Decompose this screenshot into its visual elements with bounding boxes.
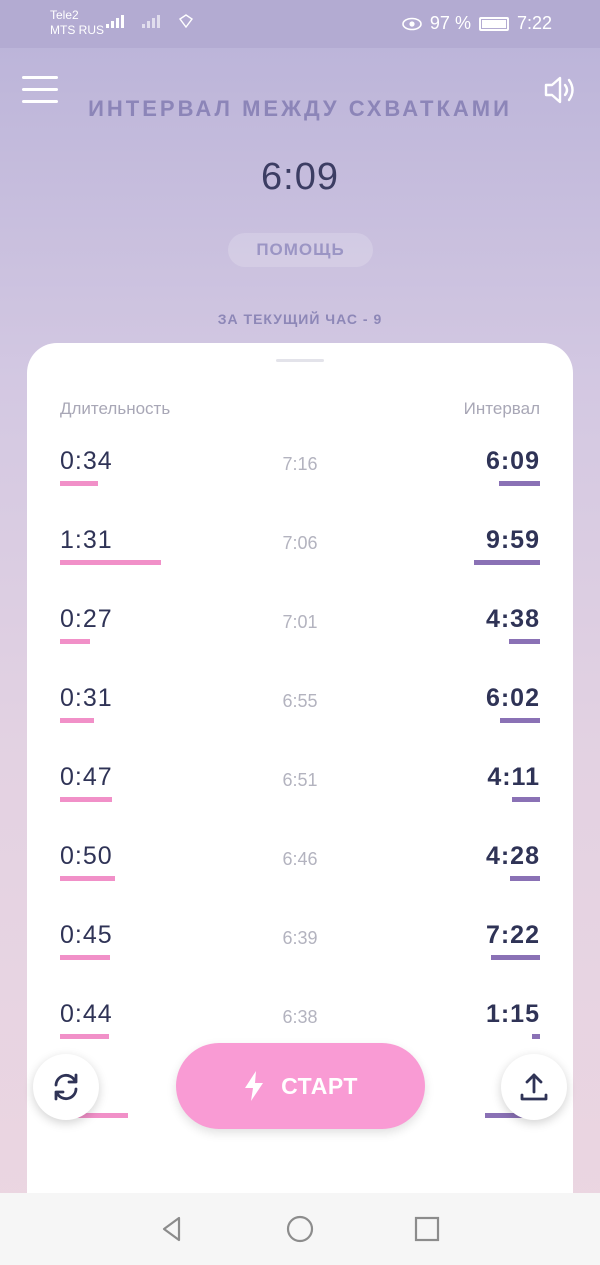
system-nav-bar [0,1193,600,1265]
interval-value: 6:09 [485,447,540,475]
duration-bar [60,560,161,565]
duration-bar [60,1034,109,1039]
interval-value: 9:59 [485,526,540,554]
interval-value: 4:38 [485,605,540,633]
signal-1-icon [106,15,124,28]
contraction-row[interactable]: 0:31 6:55 6:02 [27,684,573,744]
duration-value: 1:31 [60,526,113,554]
column-header-duration: Длительность [60,399,171,418]
interval-value: 6:02 [485,684,540,712]
start-time: 6:46 [282,849,318,869]
back-icon[interactable] [156,1213,188,1245]
carrier-2: MTS RUS [50,23,104,37]
duration-bar [60,639,90,644]
contraction-row[interactable]: 0:27 7:01 4:38 [27,605,573,665]
start-time: 6:39 [282,928,318,948]
menu-icon[interactable] [22,76,58,104]
eye-icon [402,17,422,30]
share-button[interactable] [501,1054,567,1120]
contraction-row[interactable]: 0:45 6:39 7:22 [27,921,573,981]
interval-bar [491,955,540,960]
duration-value: 0:31 [60,684,113,712]
carrier-info: Tele2 MTS RUS [50,8,104,38]
duration-bar [60,797,112,802]
wifi-calling-icon [178,14,194,28]
battery-percent: 97 % [429,13,471,33]
interval-value: 4:11 [487,763,540,791]
contraction-row[interactable]: 0:34 7:16 6:09 [27,447,573,507]
duration-bar [60,718,94,723]
current-interval: 6:09 [261,156,339,198]
share-icon [520,1073,548,1101]
interval-bar [485,1113,540,1118]
contraction-row[interactable]: 1:31 7:06 9:59 [27,526,573,586]
duration-bar [60,481,98,486]
signal-2-icon [142,15,160,28]
status-right: 97 % 7:22 [402,13,552,34]
duration-value: 0:50 [60,842,113,870]
refresh-button[interactable] [33,1054,99,1120]
start-time: 6:38 [282,1007,318,1027]
interval-bar [512,797,540,802]
duration-bar [60,876,115,881]
interval-value: 1:15 [485,1000,540,1028]
drag-handle[interactable] [276,359,324,362]
start-time: 7:06 [282,533,318,553]
duration-value: 0:27 [60,605,113,633]
start-time: 6:55 [282,691,318,711]
start-label: СТАРТ [281,1072,358,1099]
duration-value: 0:45 [60,921,113,949]
interval-bar [509,639,540,644]
home-icon[interactable] [284,1213,316,1245]
contraction-row[interactable]: 0:50 6:46 4:28 [27,842,573,902]
duration-value: 0:47 [60,763,113,791]
refresh-icon [54,1073,78,1101]
duration-bar [60,1113,128,1118]
duration-value: 0:34 [60,447,113,475]
interval-bar [500,718,540,723]
hour-count: ЗА ТЕКУЩИЙ ЧАС - 9 [217,311,383,327]
interval-bar [474,560,540,565]
start-button[interactable]: СТАРТ [176,1043,425,1129]
column-header-interval: Интервал [463,399,540,418]
duration-bar [60,955,110,960]
interval-bar [499,481,540,486]
start-time: 6:51 [282,770,318,790]
duration-value: 0:44 [60,1000,113,1028]
contraction-row[interactable]: 0:44 6:38 1:15 [27,1000,573,1060]
recents-icon[interactable] [411,1213,443,1245]
signal-icons [106,14,194,28]
start-time: 7:01 [282,612,318,632]
interval-value: 7:22 [485,921,540,949]
battery-icon [478,16,509,31]
interval-bar [510,876,540,881]
lightning-icon [245,1071,264,1101]
interval-bar [532,1034,540,1039]
page-title: ИНТЕРВАЛ МЕЖДУ СХВАТКАМИ [88,96,512,121]
clock: 7:22 [516,13,552,33]
status-bar: Tele2 MTS RUS 97 % 7:22 [0,0,600,48]
interval-value: 4:28 [485,842,540,870]
carrier-1: Tele2 [50,8,79,22]
speaker-icon[interactable] [542,74,578,106]
contraction-row[interactable]: 0:47 6:51 4:11 [27,763,573,823]
help-button[interactable]: ПОМОЩЬ [228,233,373,267]
start-time: 7:16 [282,454,318,474]
